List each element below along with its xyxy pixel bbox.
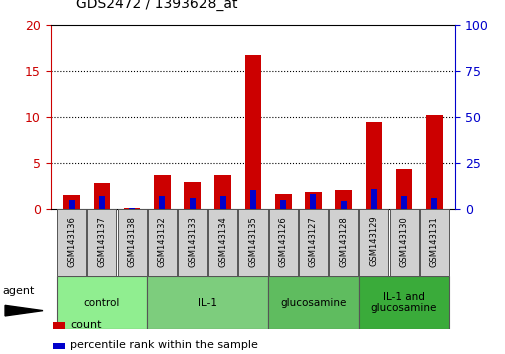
Text: GSM143133: GSM143133 xyxy=(188,216,196,267)
Text: GSM143127: GSM143127 xyxy=(309,216,317,267)
Bar xyxy=(99,196,105,209)
Bar xyxy=(154,175,170,209)
Bar xyxy=(268,276,358,329)
Bar xyxy=(159,196,165,209)
Text: control: control xyxy=(84,298,120,308)
Bar xyxy=(395,169,412,209)
Bar xyxy=(184,182,200,209)
Text: GSM143130: GSM143130 xyxy=(399,216,408,267)
Text: GSM143131: GSM143131 xyxy=(429,216,438,267)
Bar xyxy=(389,209,418,276)
Polygon shape xyxy=(5,305,43,316)
Bar xyxy=(147,209,177,276)
Bar xyxy=(63,195,80,209)
Bar xyxy=(335,190,351,209)
Text: count: count xyxy=(70,320,102,330)
Bar xyxy=(244,55,261,209)
Text: GSM143137: GSM143137 xyxy=(97,216,106,267)
Bar xyxy=(274,194,291,209)
Bar xyxy=(370,189,376,209)
Bar xyxy=(69,200,75,209)
Bar xyxy=(268,209,297,276)
Bar xyxy=(305,192,321,209)
Text: GSM143128: GSM143128 xyxy=(338,216,347,267)
Text: GSM143129: GSM143129 xyxy=(369,216,378,267)
Text: IL-1: IL-1 xyxy=(198,298,217,308)
Bar xyxy=(118,209,146,276)
Text: GSM143134: GSM143134 xyxy=(218,216,227,267)
Bar xyxy=(340,201,346,209)
Bar xyxy=(214,175,231,209)
Text: GSM143132: GSM143132 xyxy=(158,216,167,267)
Bar xyxy=(238,209,267,276)
Bar xyxy=(129,208,135,209)
Bar xyxy=(280,200,286,209)
Bar xyxy=(178,209,207,276)
Text: GSM143126: GSM143126 xyxy=(278,216,287,267)
Bar xyxy=(57,276,147,329)
Bar xyxy=(208,209,237,276)
Bar xyxy=(87,209,116,276)
Text: GDS2472 / 1393628_at: GDS2472 / 1393628_at xyxy=(76,0,237,11)
Bar xyxy=(189,198,195,209)
Text: GSM143136: GSM143136 xyxy=(67,216,76,267)
Bar xyxy=(54,322,65,329)
Bar xyxy=(358,276,448,329)
Text: percentile rank within the sample: percentile rank within the sample xyxy=(70,340,258,350)
Text: agent: agent xyxy=(3,286,35,296)
Bar xyxy=(419,209,448,276)
Bar xyxy=(93,183,110,209)
Bar xyxy=(147,276,268,329)
Bar xyxy=(249,190,256,209)
Bar xyxy=(359,209,387,276)
Bar xyxy=(310,194,316,209)
Text: glucosamine: glucosamine xyxy=(280,298,346,308)
Bar xyxy=(430,198,436,209)
Bar xyxy=(219,196,225,209)
Bar xyxy=(425,115,442,209)
Text: IL-1 and
glucosamine: IL-1 and glucosamine xyxy=(370,292,436,314)
Bar xyxy=(400,196,406,209)
Bar xyxy=(365,122,381,209)
Bar xyxy=(328,209,358,276)
Bar xyxy=(57,209,86,276)
Bar xyxy=(54,343,65,349)
Bar xyxy=(298,209,327,276)
Text: GSM143138: GSM143138 xyxy=(127,216,136,267)
Text: GSM143135: GSM143135 xyxy=(248,216,257,267)
